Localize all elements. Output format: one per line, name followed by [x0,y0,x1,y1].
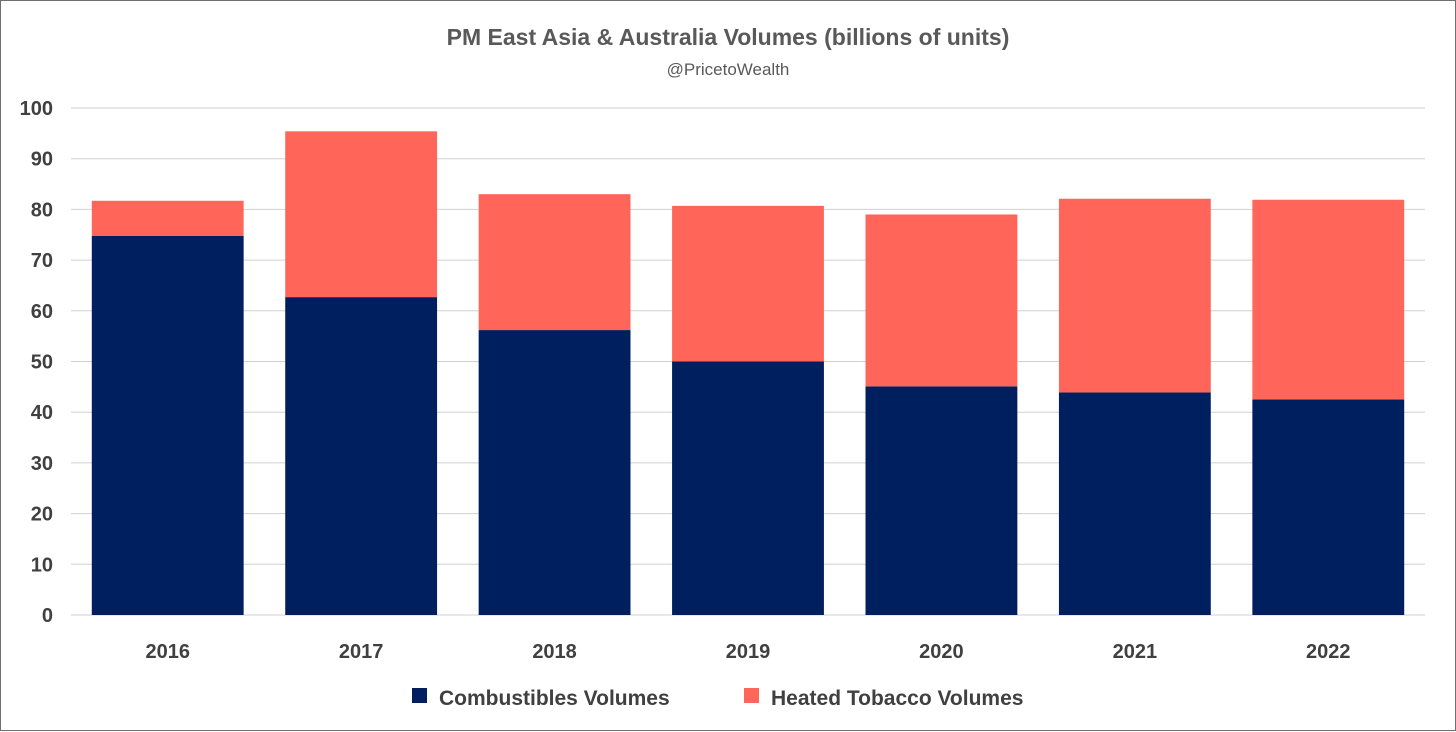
x-tick-label: 2020 [919,641,964,663]
bar-heated-tobacco-2019 [672,205,824,362]
y-tick-label: 0 [42,605,53,627]
legend: Combustibles Volumes Heated Tobacco Volum… [412,687,1023,710]
bar-heated-tobacco-2017 [285,131,438,298]
bar-combustibles-2016 [91,235,244,615]
x-tick-label: 2019 [726,641,771,663]
y-axis-ticks: 0 10 20 30 40 50 60 70 80 90 100 [20,98,53,627]
y-tick-label: 80 [31,199,53,221]
y-tick-label: 50 [31,352,53,374]
chart-subtitle: @PricetoWealth [667,60,790,79]
legend-label-heated-tobacco: Heated Tobacco Volumes [771,687,1023,710]
bars [91,131,1405,615]
bar-heated-tobacco-2021 [1058,198,1211,393]
bar-combustibles-2022 [1252,399,1405,615]
y-tick-label: 20 [31,504,53,526]
x-tick-label: 2016 [145,641,190,663]
legend-swatch-combustibles [412,688,427,703]
bar-combustibles-2018 [478,330,631,615]
bar-combustibles-2019 [672,361,824,615]
y-tick-label: 30 [31,453,53,475]
bar-heated-tobacco-2016 [91,200,244,236]
y-tick-label: 90 [31,149,53,171]
y-tick-label: 70 [31,250,53,272]
y-tick-label: 10 [31,554,53,576]
y-tick-label: 40 [31,402,53,424]
bar-heated-tobacco-2022 [1252,199,1405,400]
bar-combustibles-2021 [1058,392,1211,615]
y-tick-label: 60 [31,301,53,323]
y-tick-label: 100 [20,98,53,120]
x-tick-label: 2017 [339,641,384,663]
legend-label-combustibles: Combustibles Volumes [439,687,670,710]
bar-combustibles-2017 [285,297,438,615]
bar-combustibles-2020 [865,386,1018,615]
x-axis-ticks: 2016 2017 2018 2019 2020 2021 2022 [145,641,1350,663]
x-tick-label: 2018 [532,641,577,663]
x-tick-label: 2021 [1113,641,1158,663]
legend-swatch-heated-tobacco [744,688,759,703]
bar-heated-tobacco-2018 [478,194,631,331]
bar-heated-tobacco-2020 [865,214,1018,387]
x-tick-label: 2022 [1306,641,1351,663]
chart-title: PM East Asia & Australia Volumes (billio… [447,24,1010,50]
